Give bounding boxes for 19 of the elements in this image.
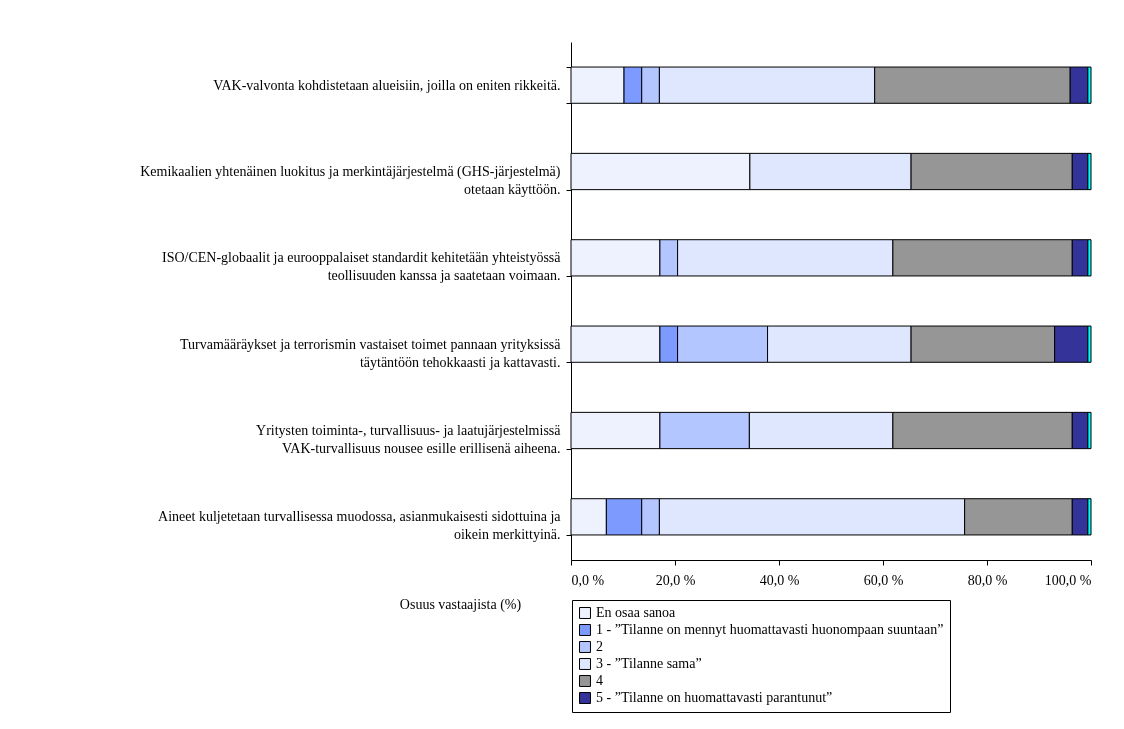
y-tick-label: VAK-valvonta kohdistetaan alueisiin, joilla on eniten rikkeitä.: [213, 77, 561, 93]
x-tick-label: 0,0 %: [571, 572, 605, 588]
x-tick-label: 100,0 %: [1044, 572, 1092, 588]
y-tick-label: Turvamääräykset ja terrorismin vastaiset toimet pannaan yrityksissä täytäntöön tehokkaasti ja kattavasti.: [179, 336, 562, 370]
legend-label: 5 - ”Tilanne on huomattavasti parantunut”: [596, 690, 833, 705]
legend-label: En osaa sanoa: [596, 605, 677, 620]
y-tick-label: Kemikaalien yhtenäinen luokitus ja merkintäjärjestelmä (GHS-järjestelmä) otetaan käyttöön.: [140, 164, 561, 197]
x-axis-title: Osuus vastaajista (%): [399, 596, 522, 613]
x-tick-label: 60,0 %: [863, 572, 904, 588]
legend-label: 4: [596, 673, 603, 688]
x-tick-label: 20,0 %: [655, 572, 696, 588]
legend-label: 2: [596, 639, 603, 654]
x-tick-label: 40,0 %: [759, 572, 800, 588]
legend-label: 1 - ”Tilanne on mennyt huomattavasti huonompaan suuntaan”: [596, 622, 944, 637]
y-tick-label: ISO/CEN-globaalit ja eurooppalaiset standardit kehitetään yhteistyössä teollisuuden kanssa ja saatetaan voimaan.: [161, 250, 562, 284]
y-tick-label: Aineet kuljetetaan turvallisessa muodossa, asianmukaisesti sidottuina ja oikein merkittyinä.: [158, 509, 562, 543]
y-tick-label: Yritysten toiminta-, turvallisuus- ja laatujärjestelmissä VAK-turvallisuus nousee esille erillisenä aiheena.: [256, 423, 562, 456]
x-tick-label: 80,0 %: [967, 572, 1008, 588]
legend-label: 3 - ”Tilanne sama”: [596, 656, 702, 671]
